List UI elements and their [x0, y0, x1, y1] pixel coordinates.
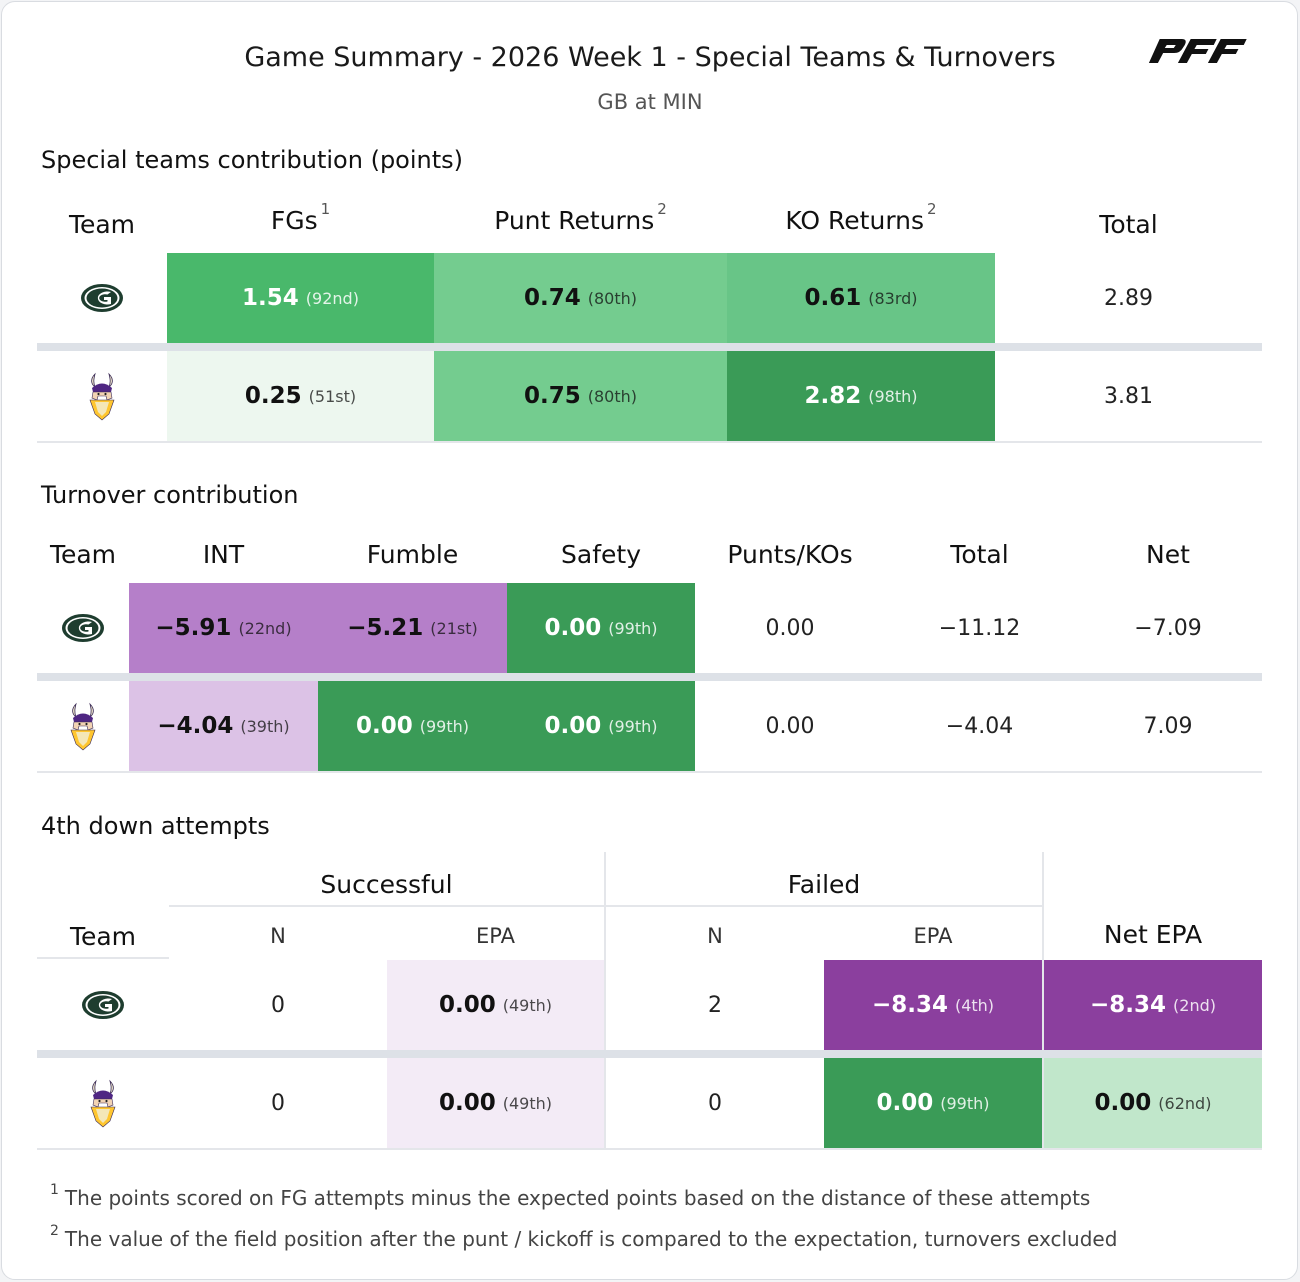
row-separator	[37, 343, 1262, 351]
to-min-int: −4.04 (39th)	[129, 681, 318, 771]
fd-min-fail-n: 0	[708, 1090, 722, 1116]
team-header-underline	[37, 957, 169, 959]
to-min-safety: 0.00 (99th)	[507, 681, 695, 771]
to-header-int: INT	[202, 540, 245, 569]
fd-header-net-epa: Net EPA	[1103, 920, 1203, 949]
group-underline	[169, 905, 1042, 907]
to-header-safety: Safety	[561, 540, 641, 569]
vikings-logo-icon	[37, 681, 129, 771]
to-header-total: Total	[950, 540, 1009, 569]
st-gb-punt-returns: 0.74 (80th)	[434, 253, 727, 343]
fd-min-succ-n: 0	[271, 1090, 285, 1116]
to-header-punts-kos: Punts/KOs	[727, 540, 853, 569]
fd-header-succ-n: N	[270, 924, 286, 948]
to-gb-punts-kos: 0.00	[765, 615, 815, 641]
page-subtitle: GB at MIN	[597, 90, 703, 114]
to-min-fumble: 0.00 (99th)	[318, 681, 507, 771]
st-min-total: 3.81	[1104, 383, 1153, 409]
fourth-down-title: 4th down attempts	[41, 812, 270, 840]
st-header-total: Total	[1099, 210, 1158, 239]
to-gb-net: −7.09	[1134, 615, 1202, 641]
st-gb-total: 2.89	[1104, 285, 1153, 311]
footnote-marker: 2	[657, 200, 667, 218]
group-divider	[1042, 852, 1044, 1150]
row-separator	[37, 1050, 1262, 1058]
fd-min-net-epa: 0.00 (62nd)	[1044, 1058, 1262, 1148]
fd-min-succ-epa: 0.00 (49th)	[387, 1058, 604, 1148]
table-bottom-border	[37, 771, 1262, 773]
fd-header-fail-n: N	[707, 924, 723, 948]
st-min-fgs: 0.25 (51st)	[167, 351, 434, 441]
pff-logo	[1145, 35, 1253, 67]
vikings-logo-icon	[37, 351, 167, 441]
fd-group-successful: Successful	[320, 870, 453, 899]
footnote-marker: 1	[320, 200, 331, 218]
st-header-team: Team	[68, 210, 136, 239]
fd-gb-succ-epa: 0.00 (49th)	[387, 960, 604, 1050]
packers-logo-icon	[37, 960, 169, 1050]
to-header-net: Net	[1146, 540, 1190, 569]
vikings-logo-icon	[37, 1058, 169, 1148]
fd-gb-fail-epa: −8.34 (4th)	[824, 960, 1042, 1050]
fd-gb-succ-n: 0	[271, 992, 285, 1018]
st-header-fgs: FGs 1	[270, 200, 331, 235]
footnote-1: 1 The points scored on FG attempts minus …	[50, 1182, 1091, 1210]
st-gb-ko-returns: 0.61 (83rd)	[727, 253, 995, 343]
fd-gb-fail-n: 2	[708, 992, 722, 1018]
st-min-ko-returns: 2.82 (98th)	[727, 351, 995, 441]
st-gb-fgs: 1.54 (92nd)	[167, 253, 434, 343]
fd-header-fail-epa: EPA	[913, 924, 953, 948]
st-header-punt-returns: Punt Returns 2	[494, 200, 667, 235]
to-gb-fumble: −5.21 (21st)	[318, 583, 507, 673]
footnote-marker: 2	[927, 200, 937, 218]
group-divider	[604, 852, 606, 1150]
turnovers-title: Turnover contribution	[41, 481, 299, 509]
row-separator	[37, 673, 1262, 681]
st-min-punt-returns: 0.75 (80th)	[434, 351, 727, 441]
to-gb-total: −11.12	[938, 615, 1021, 641]
to-gb-int: −5.91 (22nd)	[129, 583, 318, 673]
to-header-team: Team	[49, 540, 117, 569]
to-header-fumble: Fumble	[366, 540, 459, 569]
fd-header-team: Team	[69, 922, 137, 951]
to-min-total: −4.04	[945, 713, 1014, 739]
fd-min-fail-epa: 0.00 (99th)	[824, 1058, 1042, 1148]
to-min-punts-kos: 0.00	[765, 713, 815, 739]
footnote-2: 2 The value of the field position after t…	[50, 1223, 1118, 1251]
packers-logo-icon	[37, 253, 167, 343]
special-teams-title: Special teams contribution (points)	[41, 146, 464, 174]
page-title: Game Summary - 2026 Week 1 - Special Tea…	[244, 42, 1056, 73]
fd-header-succ-epa: EPA	[476, 924, 515, 948]
st-header-ko-returns: KO Returns 2	[785, 200, 937, 235]
packers-logo-icon	[37, 583, 129, 673]
to-min-net: 7.09	[1143, 713, 1193, 739]
fd-gb-net-epa: −8.34 (2nd)	[1044, 960, 1262, 1050]
table-bottom-border	[37, 1148, 1262, 1150]
to-gb-safety: 0.00 (99th)	[507, 583, 695, 673]
table-bottom-border	[37, 441, 1262, 443]
fd-group-failed: Failed	[787, 870, 861, 899]
